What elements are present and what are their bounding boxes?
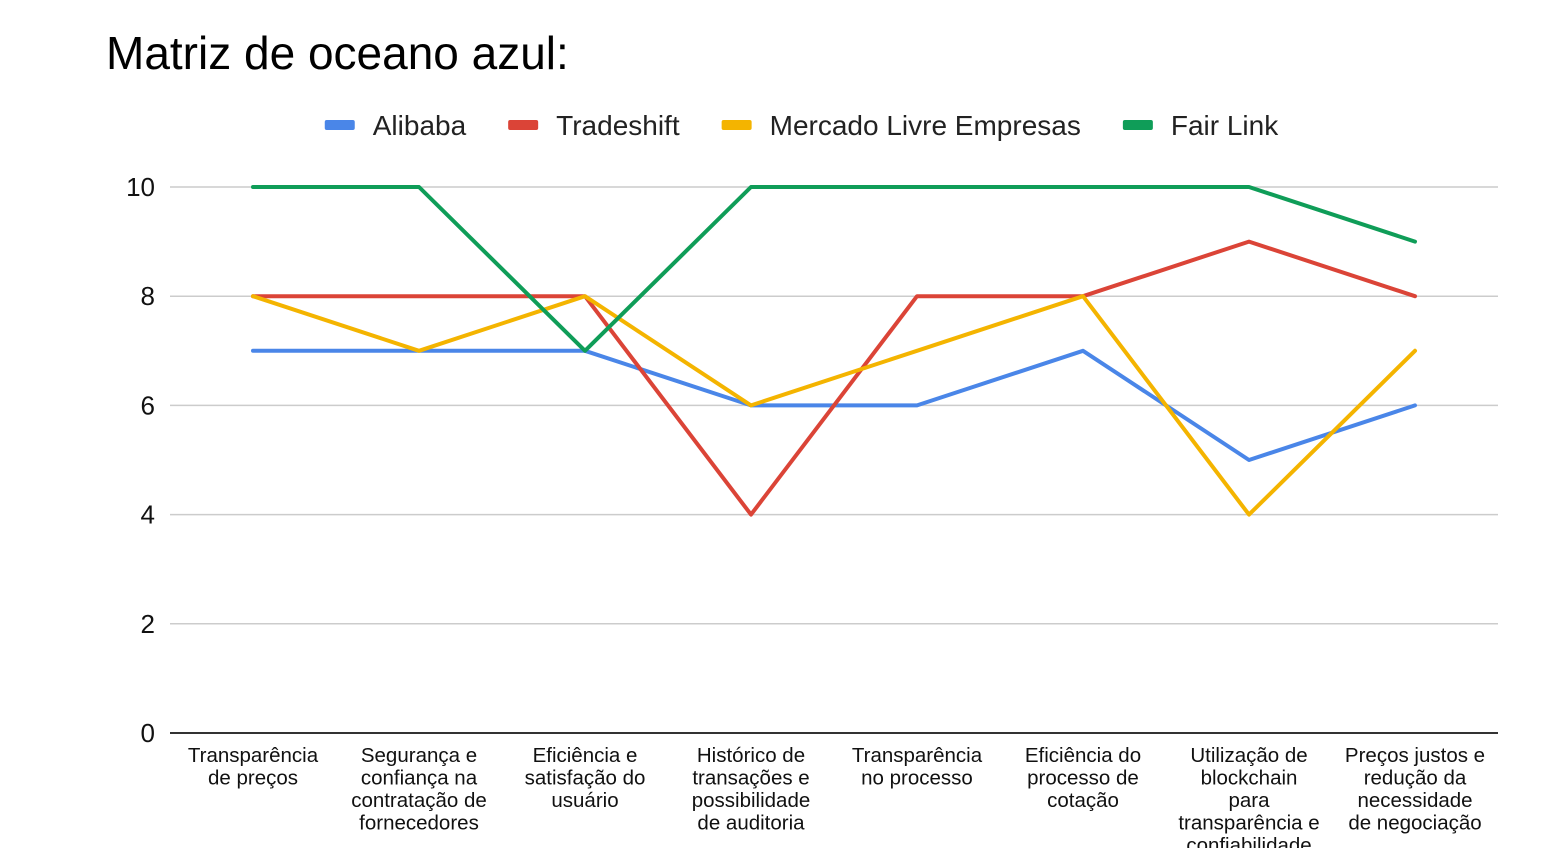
- y-axis-ticks: 0 2 4 6 8 10: [126, 172, 155, 748]
- legend-swatch: [508, 120, 539, 130]
- legend: Alibaba Tradeshift Mercado Livre Empresas F…: [324, 110, 1279, 141]
- legend-item: Fair Link: [1122, 110, 1279, 141]
- x-tick-label: Segurança e confiança na contratação de for…: [351, 744, 487, 835]
- y-tick-label: 10: [126, 172, 155, 202]
- y-tick-label: 8: [141, 281, 155, 311]
- y-tick-label: 0: [141, 718, 155, 748]
- legend-swatch: [1122, 120, 1153, 130]
- legend-swatch: [721, 120, 752, 130]
- legend-item: Tradeshift: [508, 110, 680, 141]
- x-tick-label: Eficiência e satisfação do usuário: [525, 744, 646, 812]
- x-tick-label: Histórico de transações e possibilidade de …: [692, 744, 811, 835]
- y-tick-label: 2: [141, 609, 155, 639]
- series-line-tradeshift: [251, 239, 1417, 517]
- series-line-mercado-livre-empresas: [251, 294, 1417, 517]
- y-tick-label: 4: [141, 500, 155, 530]
- x-tick-label: Preços justos e redução da necessidade de n…: [1345, 744, 1485, 835]
- legend-label: Mercado Livre Empresas: [770, 110, 1081, 141]
- legend-label: Alibaba: [373, 110, 467, 141]
- x-axis-category-labels: Transparência de preços Segurança e confian…: [188, 744, 1485, 848]
- x-tick-label: Transparência no processo: [852, 744, 983, 790]
- gridlines: [170, 186, 1498, 734]
- legend-item: Mercado Livre Empresas: [721, 110, 1081, 141]
- legend-label: Tradeshift: [556, 110, 680, 141]
- legend-swatch: [324, 120, 355, 130]
- x-tick-label: Transparência de preços: [188, 744, 319, 790]
- chart-title: Matriz de oceano azul:: [106, 27, 569, 79]
- x-tick-label: Eficiência do processo de cotação: [1025, 744, 1141, 812]
- series-line-fair-link: [251, 185, 1417, 353]
- legend-item: Alibaba: [324, 110, 467, 141]
- x-tick-label: Utilização de blockchain para transparência…: [1178, 744, 1319, 848]
- series-lines: [251, 185, 1417, 517]
- y-tick-label: 6: [141, 390, 155, 420]
- legend-label: Fair Link: [1171, 110, 1279, 141]
